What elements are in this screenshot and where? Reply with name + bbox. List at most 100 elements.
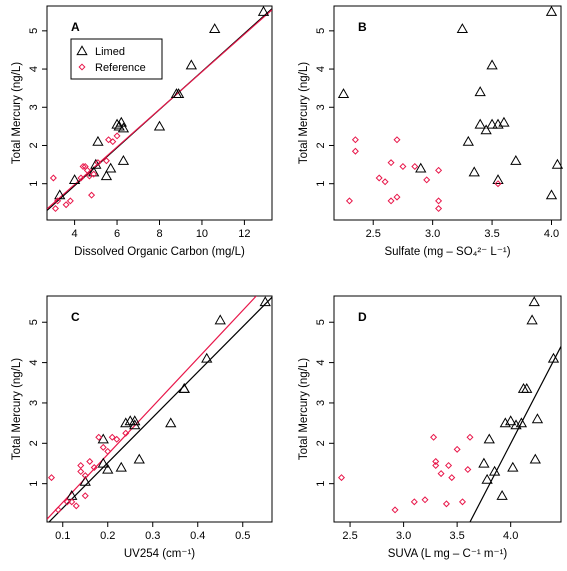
panel-a-y-tick-label-1: 2 <box>28 142 40 148</box>
panel-b-reference-point-2 <box>351 147 359 155</box>
panel-a-legend-label-reference: Reference <box>95 62 146 74</box>
panel-c-limed-point-11 <box>165 417 177 428</box>
panel-d-y-tick-label-4: 5 <box>315 319 327 325</box>
panel-d-reference-point-13 <box>466 433 474 441</box>
panel-c-reference-point-9 <box>86 457 94 465</box>
panel-b-limed-point-1 <box>415 162 427 173</box>
panel-c-limed-point-2 <box>97 457 109 468</box>
panel-b-x-tick-label-3: 4.0 <box>544 228 559 240</box>
panel-d-limed-point-3 <box>488 465 501 476</box>
panel-a-limed-point-14 <box>172 88 185 98</box>
panel-a-x-tick-label-2: 8 <box>156 228 162 240</box>
panel-b-limed-point-12 <box>498 116 510 127</box>
panel-a-legend-marker-limed <box>76 45 88 56</box>
panel-c-reference-point-0 <box>47 474 56 482</box>
panel-d-letter: D <box>358 310 367 324</box>
panel-b-reference-point-15 <box>494 180 502 188</box>
panel-b-reference-point-11 <box>423 176 431 184</box>
panel-a-reference-point-14 <box>105 136 113 144</box>
panel-a-legend-marker-reference <box>78 63 86 71</box>
panel-b-reference-point-4 <box>381 178 389 186</box>
panel-d-reference-point-0 <box>337 474 346 482</box>
panel-b-limed-point-14 <box>545 5 558 16</box>
panel-d-y-tick-label-3: 4 <box>315 360 327 366</box>
panel-b-y-tick-label-0: 1 <box>315 181 327 187</box>
panel-b-reference-point-12 <box>435 166 443 174</box>
panel-a-reference-point-1 <box>54 197 62 205</box>
panel-a-reference-point-8 <box>83 166 91 174</box>
panel-c-limed-point-8 <box>129 415 141 426</box>
panel-b-letter: B <box>358 20 367 34</box>
panel-d-y-tick-label-0: 1 <box>315 481 327 487</box>
panel-b-limed-point-15 <box>545 189 558 200</box>
panel-d-limed-point-1 <box>481 473 493 484</box>
panel-d-x-tick-label-1: 3.0 <box>396 530 411 542</box>
panel-d-limed-point-4 <box>496 489 508 500</box>
panel-c-y-tick-label-0: 1 <box>28 481 40 487</box>
panel-d-reference-point-11 <box>458 498 466 506</box>
panel-c-reference-point-6 <box>77 468 85 476</box>
panel-c-y-tick-label-2: 3 <box>28 400 40 406</box>
panel-b-limed-point-2 <box>456 23 469 34</box>
panel-a-limed-point-2 <box>88 166 100 177</box>
panel-a-letter: A <box>71 20 80 34</box>
panel-a-reference-point-13 <box>102 157 110 165</box>
panel-d: 2.5 3.0 3.5 4.0 1 2 3 4 5 SUVA (L mg – C⁻¹ m⁻¹) To… <box>298 295 562 560</box>
panel-a-reference-point-6 <box>79 162 87 171</box>
panel-c-frame <box>46 295 273 523</box>
panel-b-y-tick-label-2: 3 <box>315 104 327 110</box>
panel-b-limed-point-11 <box>492 174 504 184</box>
panel-b-reference-point-5 <box>387 197 395 205</box>
panel-c-letter: C <box>71 310 80 324</box>
panel-d-limed-point-9 <box>515 417 528 428</box>
panel-b-reference-point-14 <box>435 205 443 213</box>
panel-b-reference-point-6 <box>387 159 395 167</box>
panel-a-limed-point-3 <box>90 158 102 169</box>
panel-c: 0.1 0.2 0.3 0.4 0.5 1 2 3 4 5 UV254 (cm⁻¹) Total Me… <box>11 295 273 560</box>
panel-d-y-axis-label: Total Mercury (ng/L) <box>298 358 310 460</box>
panel-c-reference-point-8 <box>81 492 89 500</box>
panel-d-fit-line-limed <box>469 346 561 522</box>
panel-d-x-tick-label-3: 4.0 <box>503 530 518 542</box>
panel-c-reference-point-4 <box>72 502 80 510</box>
panel-a-reference-point-5 <box>77 174 85 182</box>
panel-c-reference-point-15 <box>113 435 121 443</box>
panel-a-legend-label-limed: Limed <box>95 46 125 58</box>
panel-b-y-axis-label: Total Mercury (ng/L) <box>298 62 310 164</box>
panel-d-reference-point-12 <box>464 466 472 474</box>
panel-a-reference-point-16 <box>113 132 121 140</box>
panel-a-reference-point-3 <box>62 201 70 209</box>
panel-c-limed-point-3 <box>97 433 109 444</box>
panel-c-fit-line-reference <box>47 296 257 520</box>
panel-d-limed-point-5 <box>499 417 511 428</box>
panel-a-limed-point-17 <box>257 5 270 16</box>
panel-b-limed-point-13 <box>510 154 522 165</box>
panel-a-limed-point-12 <box>153 120 166 131</box>
panel-a-limed-point-15 <box>185 59 198 70</box>
panel-b-x-tick-label-0: 2.5 <box>366 228 381 240</box>
panel-b-y-tick-label-3: 4 <box>315 66 327 72</box>
panel-c-x-tick-label-0: 0.1 <box>55 530 70 542</box>
panel-c-limed-point-9 <box>129 419 141 430</box>
panel-a-reference-point-4 <box>66 197 74 205</box>
panel-c-x-tick-label-3: 0.4 <box>190 530 205 542</box>
panel-a-frame <box>46 5 273 221</box>
panel-b-reference-point-8 <box>393 193 401 201</box>
panel-a-x-tick-label-0: 4 <box>72 228 78 240</box>
panel-a-x-tick-label-1: 6 <box>114 228 120 240</box>
panel-b-limed-point-6 <box>474 118 486 129</box>
panel-a-x-tick-label-4: 12 <box>238 228 250 240</box>
panel-d-limed-point-2 <box>483 433 495 444</box>
panel-c-reference-point-16 <box>122 429 130 437</box>
panel-a-legend-box <box>70 38 163 80</box>
panel-d-x-tick-label-2: 3.5 <box>449 530 464 542</box>
panel-b-reference-point-0 <box>345 197 353 205</box>
panel-a-y-tick-label-3: 4 <box>28 66 40 72</box>
panel-a-y-axis-label: Total Mercury (ng/L) <box>11 62 23 164</box>
panel-d-x-tick-label-0: 2.5 <box>342 530 357 542</box>
panel-d-reference-point-9 <box>448 474 456 482</box>
panel-d-limed-point-13 <box>528 296 540 307</box>
panel-d-reference-point-7 <box>437 470 445 478</box>
